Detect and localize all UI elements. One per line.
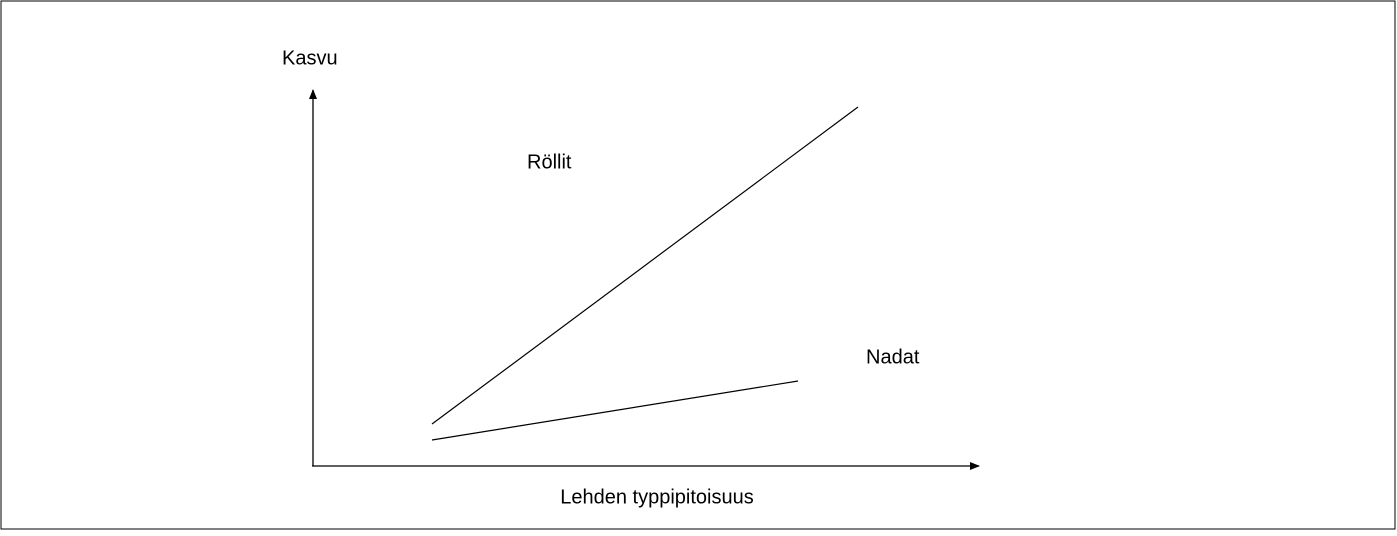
curve-label: Nadat (866, 346, 920, 368)
x-axis-label: Lehden typpipitoisuus (560, 486, 753, 508)
y-axis-label: Kasvu (282, 47, 338, 69)
rollit-line (431, 106, 859, 425)
nadat-line (431, 380, 799, 441)
curve-label: Röllit (527, 151, 572, 173)
